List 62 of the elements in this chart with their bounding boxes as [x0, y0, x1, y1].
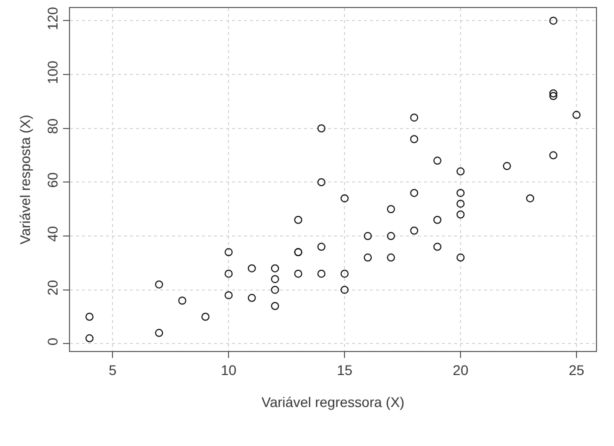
- point: [85, 312, 94, 321]
- point: [224, 291, 233, 300]
- point: [410, 226, 418, 235]
- point: [456, 210, 465, 218]
- x-axis-title: Variável regressora (X): [262, 394, 404, 410]
- point: [224, 248, 233, 256]
- point: [294, 216, 302, 224]
- y-axis-title: Variável resposta (X): [17, 114, 33, 244]
- x-tick-label: 10: [220, 362, 237, 378]
- point: [456, 188, 465, 197]
- y-tick-label: 80: [44, 118, 60, 134]
- point: [155, 328, 164, 337]
- point: [549, 92, 558, 100]
- point: [386, 254, 395, 262]
- point: [549, 151, 558, 160]
- point: [201, 312, 210, 321]
- point: [502, 162, 511, 170]
- point: [317, 242, 326, 251]
- point: [456, 254, 465, 262]
- point: [224, 270, 233, 278]
- point: [85, 334, 94, 342]
- point: [572, 110, 581, 119]
- point: [271, 286, 280, 294]
- y-tick-label: 60: [44, 172, 60, 188]
- x-tick-label: 15: [336, 362, 353, 378]
- y-tick-label: 120: [44, 6, 60, 30]
- point: [271, 275, 280, 284]
- y-tick-label: 100: [44, 60, 60, 84]
- point: [155, 280, 164, 288]
- y-tick-label: 40: [44, 226, 60, 242]
- point: [340, 286, 349, 294]
- point: [364, 232, 372, 240]
- point: [549, 16, 558, 25]
- point: [433, 216, 442, 224]
- point: [549, 89, 558, 98]
- point: [386, 232, 395, 240]
- point: [410, 135, 418, 144]
- point: [433, 156, 442, 165]
- point: [178, 296, 186, 305]
- point: [410, 114, 418, 122]
- point: [248, 264, 256, 272]
- point: [271, 264, 280, 272]
- point: [456, 200, 465, 208]
- x-tick-label: 5: [108, 362, 117, 378]
- point: [386, 205, 395, 214]
- point: [340, 270, 349, 278]
- y-tick-label: 0: [44, 337, 60, 346]
- point: [433, 242, 442, 251]
- point: [526, 194, 534, 202]
- x-tick-label: 25: [568, 362, 585, 378]
- y-tick-label: 20: [44, 280, 60, 296]
- point: [294, 270, 302, 278]
- point: [248, 294, 256, 302]
- point: [364, 254, 372, 262]
- point: [317, 124, 326, 132]
- point: [410, 188, 418, 197]
- x-tick-label: 20: [452, 362, 469, 378]
- point: [317, 178, 326, 186]
- point: [317, 270, 326, 278]
- point: [271, 302, 280, 310]
- point: [456, 167, 465, 176]
- point: [340, 194, 349, 202]
